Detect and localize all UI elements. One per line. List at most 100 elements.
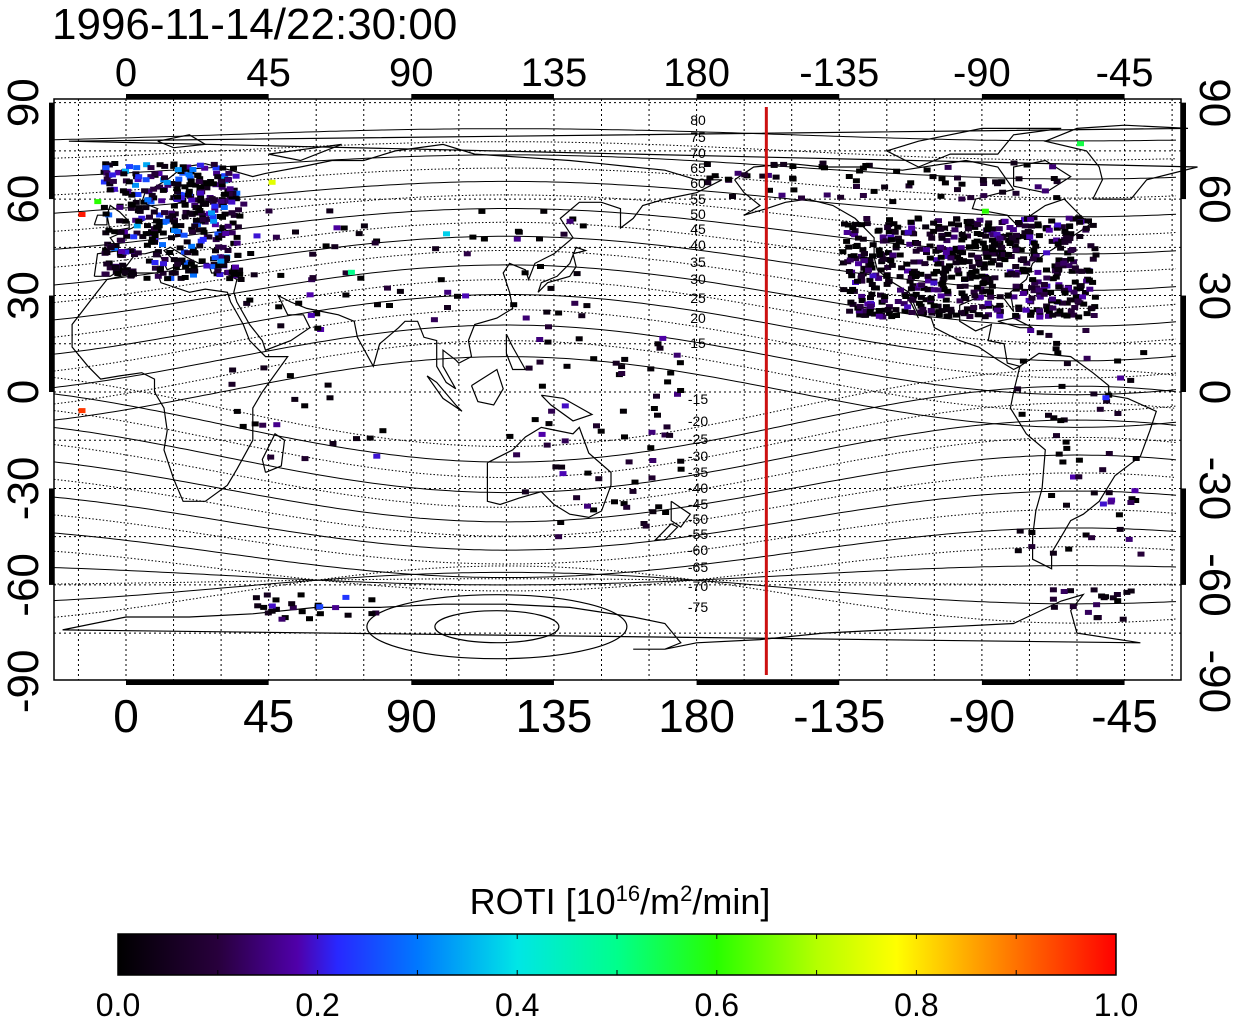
roti-point (222, 231, 230, 236)
roti-point (366, 435, 374, 441)
roti-point (1043, 275, 1051, 281)
roti-point (923, 250, 930, 255)
contour-label-north: 70 (690, 145, 706, 161)
mag-contour (53, 309, 1177, 379)
roti-point (648, 429, 656, 435)
roti-point (1080, 301, 1088, 307)
tick-bar-bottom (696, 680, 840, 685)
coastline (93, 143, 723, 390)
roti-point (196, 176, 204, 182)
mag-contour (53, 324, 1177, 396)
lon-tick-label-bottom: 180 (658, 690, 735, 742)
roti-point (843, 230, 851, 235)
roti-point (214, 174, 222, 180)
roti-point (1090, 587, 1098, 593)
contour-label-north: 40 (690, 237, 706, 253)
roti-point (885, 310, 893, 316)
roti-point (163, 179, 171, 185)
roti-point (573, 271, 581, 277)
roti-point (944, 164, 952, 170)
roti-point (221, 173, 229, 179)
roti-point (1075, 474, 1083, 480)
roti-point (1067, 248, 1075, 253)
roti-point (102, 165, 110, 171)
roti-point (145, 189, 153, 195)
roti-point (924, 287, 932, 293)
roti-point (180, 232, 188, 238)
roti-point (536, 337, 544, 342)
roti-point (647, 366, 655, 372)
roti-point (1049, 296, 1056, 302)
roti-point (186, 175, 194, 181)
roti-point (1010, 294, 1018, 300)
tick-bar-left (49, 488, 54, 585)
roti-point (210, 264, 218, 270)
roti-point (1067, 308, 1075, 314)
roti-point (181, 214, 189, 220)
roti-point (226, 186, 234, 192)
roti-point (929, 174, 937, 180)
roti-point (140, 199, 148, 205)
roti-point (298, 609, 306, 615)
roti-point (169, 213, 177, 219)
roti-point (620, 501, 628, 507)
lat-tick-label-right: -60 (1190, 553, 1239, 617)
roti-point (174, 181, 182, 187)
roti-point (729, 194, 736, 199)
roti-point (188, 243, 196, 249)
roti-point (133, 230, 141, 236)
roti-point (880, 297, 888, 303)
roti-point (469, 234, 477, 240)
roti-point (1006, 241, 1014, 246)
roti-point (122, 190, 130, 196)
roti-point (950, 234, 958, 240)
roti-point (372, 610, 380, 616)
roti-point (540, 208, 548, 214)
roti-point (190, 264, 198, 270)
roti-point (121, 270, 129, 276)
mag-contour (53, 472, 1177, 537)
roti-point (159, 270, 167, 276)
roti-point (1013, 232, 1020, 238)
roti-point (659, 335, 667, 341)
roti-point (123, 267, 131, 273)
roti-point (444, 289, 452, 295)
roti-point (928, 310, 936, 316)
roti-point (915, 300, 923, 306)
roti-point (1004, 272, 1012, 278)
roti-point (170, 257, 178, 263)
roti-point (858, 253, 865, 259)
roti-point (1070, 259, 1078, 265)
roti-point (770, 161, 778, 167)
roti-point (919, 306, 927, 312)
roti-point (121, 218, 129, 224)
mag-contour (53, 436, 1177, 508)
lat-tick-label-left: 90 (0, 78, 48, 127)
roti-point (1093, 602, 1101, 608)
roti-point (181, 260, 189, 266)
roti-point (289, 605, 297, 611)
roti-point (960, 235, 968, 241)
roti-point (478, 208, 486, 214)
roti-point (1009, 235, 1017, 241)
roti-point (893, 168, 901, 174)
roti-point (986, 289, 994, 295)
roti-point (935, 312, 943, 318)
roti-point (1036, 308, 1044, 314)
roti-point (1113, 592, 1121, 597)
mag-contour (53, 264, 1177, 327)
roti-point (852, 256, 860, 262)
roti-point (984, 301, 992, 307)
roti-point (230, 187, 238, 193)
lat-tick-label-right: 90 (1190, 78, 1239, 127)
roti-point (923, 167, 931, 173)
roti-point (964, 233, 971, 239)
roti-point (943, 238, 951, 244)
roti-point (662, 510, 670, 515)
roti-point (917, 271, 925, 277)
roti-point (174, 261, 182, 267)
roti-point (105, 227, 113, 233)
roti-point (881, 184, 889, 190)
roti-point (324, 382, 332, 388)
